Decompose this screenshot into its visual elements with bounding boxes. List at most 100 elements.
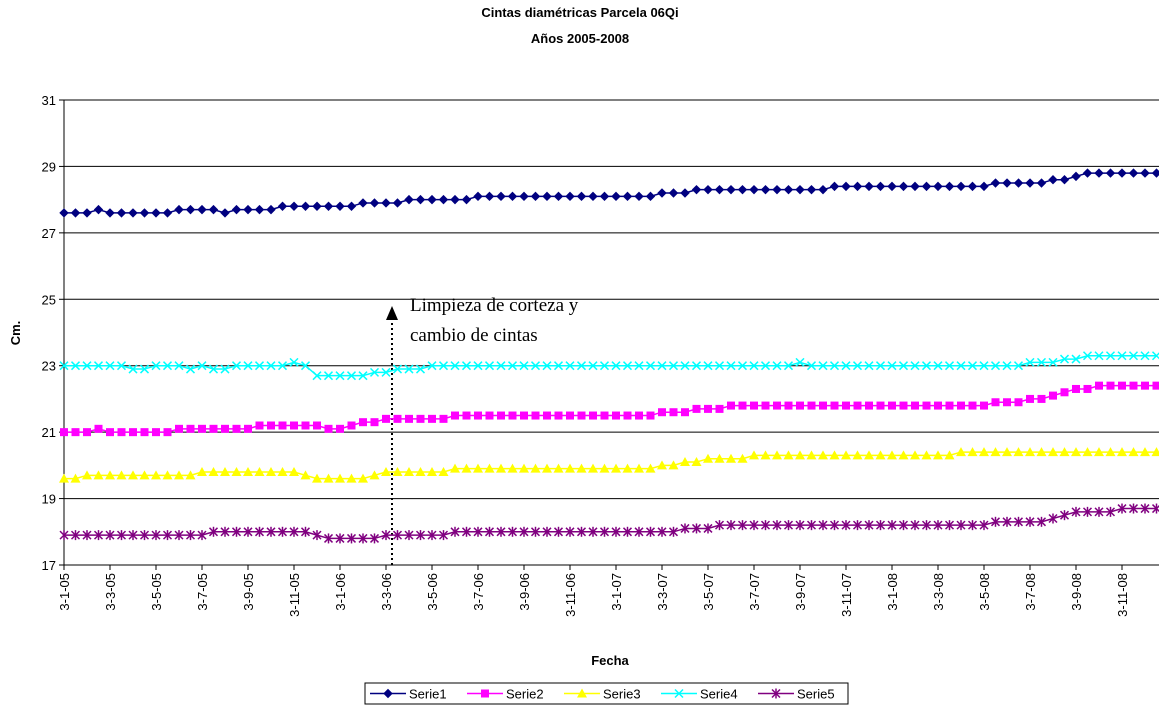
x-tick-label: 3-7-07 [747,573,762,611]
marker [497,192,505,200]
marker [888,182,896,190]
marker [624,192,632,200]
marker [279,202,287,210]
marker [923,402,931,410]
marker [739,402,747,410]
marker [405,415,413,423]
annotation: cambio de cintas [410,325,538,346]
marker [647,412,655,420]
marker [670,408,678,416]
marker [796,358,804,366]
marker [1061,176,1069,184]
marker [187,425,195,433]
marker [187,365,195,373]
x-tick-label: 3-3-08 [931,573,946,611]
marker [1049,514,1057,524]
marker [1118,382,1126,390]
marker [842,402,850,410]
marker [141,209,149,217]
x-tick-label: 3-9-07 [793,573,808,611]
marker [371,199,379,207]
marker [152,209,160,217]
marker [624,412,632,420]
marker [1061,388,1069,396]
marker [60,428,68,436]
x-tick-label: 3-3-05 [103,573,118,611]
marker [854,182,862,190]
annotation: Limpieza de corteza y [410,295,579,316]
marker [831,182,839,190]
y-tick-label: 21 [42,425,56,440]
marker [796,186,804,194]
marker [384,690,392,698]
y-tick-label: 19 [42,492,56,507]
legend-label: Serie2 [506,687,544,702]
marker [819,402,827,410]
marker [532,192,540,200]
y-axis-label: Cm. [8,321,23,346]
marker [980,402,988,410]
marker [601,192,609,200]
x-tick-label: 3-11-06 [563,573,578,617]
marker [290,202,298,210]
marker [589,412,597,420]
marker [566,192,574,200]
marker [164,209,172,217]
x-tick-label: 3-7-05 [195,573,210,611]
marker [267,422,275,430]
x-tick-label: 3-3-07 [655,573,670,611]
marker [141,428,149,436]
marker [762,402,770,410]
y-tick-label: 23 [42,359,56,374]
marker [486,412,494,420]
x-tick-label: 3-5-05 [149,573,164,611]
marker [647,192,655,200]
marker [900,182,908,190]
marker [233,206,241,214]
marker [1130,169,1138,177]
marker [221,425,229,433]
marker [1153,382,1159,390]
marker [313,530,321,540]
marker [704,405,712,413]
marker [865,402,873,410]
marker [808,186,816,194]
x-tick-label: 3-1-08 [885,573,900,611]
y-tick-label: 17 [42,558,56,573]
chart-subtitle: Años 2005-2008 [531,31,629,46]
x-tick-label: 3-7-06 [471,573,486,611]
marker [1141,169,1149,177]
legend-label: Serie1 [409,687,447,702]
marker [773,186,781,194]
marker [566,412,574,420]
marker [417,196,425,204]
x-tick-label: 3-7-08 [1023,573,1038,611]
marker [739,186,747,194]
marker [95,425,103,433]
marker [1015,398,1023,406]
marker [693,405,701,413]
marker [612,412,620,420]
marker [371,418,379,426]
marker [302,202,310,210]
marker [256,422,264,430]
marker [118,209,126,217]
marker [302,422,310,430]
x-tick-label: 3-9-06 [517,573,532,611]
marker [693,186,701,194]
legend-label: Serie3 [603,687,641,702]
marker [520,412,528,420]
marker [819,186,827,194]
series-line [64,173,1157,213]
marker [969,182,977,190]
marker [210,206,218,214]
marker [992,398,1000,406]
marker [681,189,689,197]
marker [417,415,425,423]
marker [175,425,183,433]
marker [486,192,494,200]
marker [325,425,333,433]
y-tick-label: 31 [42,93,56,108]
marker [1072,172,1080,180]
marker [1072,385,1080,393]
